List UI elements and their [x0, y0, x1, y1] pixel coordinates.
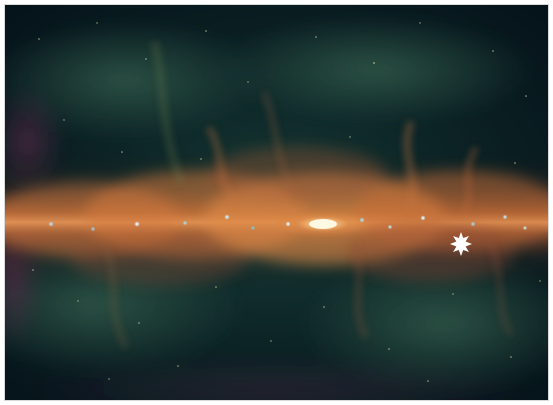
star-burst-icon: [450, 232, 472, 256]
galactic-center-hotspot: [309, 219, 337, 229]
band-glow-patches: [5, 147, 548, 286]
image-frame: [5, 5, 548, 400]
plane-knots: [49, 215, 527, 231]
star-field: [32, 22, 541, 382]
milky-way-image: [5, 5, 548, 400]
dust-filaments: [101, 41, 513, 349]
